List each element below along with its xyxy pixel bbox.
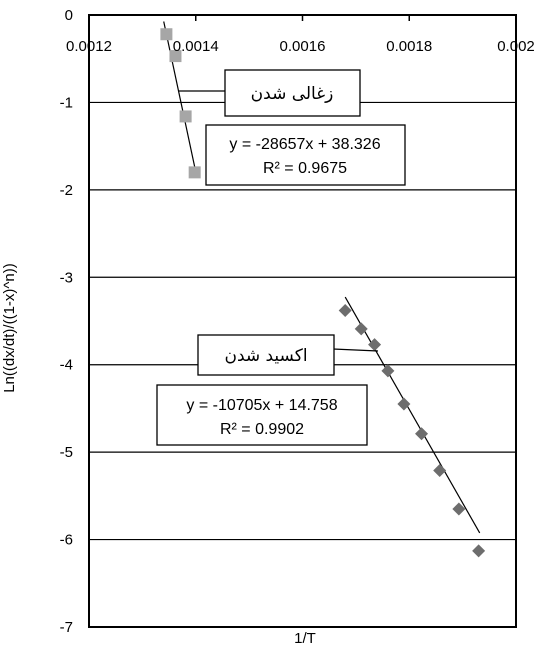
grid-lines xyxy=(89,101,516,541)
data-point-diamond xyxy=(415,427,429,441)
series-label-text: زغالی شدن xyxy=(251,84,334,104)
plot-frame xyxy=(88,14,517,628)
y-tick-label: -1 xyxy=(60,94,73,111)
y-tick-label: -3 xyxy=(60,269,73,286)
data-point-square xyxy=(188,166,201,179)
y-tick-label: -6 xyxy=(60,532,73,549)
trendline-equation: y = -28657x + 38.326 xyxy=(229,136,380,153)
x-axis-label: 1/T xyxy=(294,630,316,647)
y-tick-label: -2 xyxy=(60,182,73,199)
series-label-leader xyxy=(332,348,379,352)
data-points xyxy=(160,28,486,558)
trendline-equation-box-carbonization: y = -28657x + 38.326 R² = 0.9675 xyxy=(205,124,406,186)
x-tick-label: 0.0012 xyxy=(66,38,112,55)
y-tick-label: -4 xyxy=(60,357,73,374)
trendlines xyxy=(163,21,481,534)
series-label-text: اکسید شدن xyxy=(224,346,307,366)
data-point-diamond xyxy=(381,364,395,378)
series-label-oxidation: اکسید شدن xyxy=(197,334,379,376)
data-point-diamond xyxy=(433,464,447,478)
equation-box xyxy=(205,124,406,186)
data-point-diamond xyxy=(452,502,466,516)
series-label-box xyxy=(197,334,335,376)
series-label-box xyxy=(224,69,361,117)
data-point-diamond xyxy=(354,322,368,336)
y-tick-label: -7 xyxy=(60,619,73,636)
trendline-1 xyxy=(344,296,481,534)
x-tick-label: 0.0016 xyxy=(280,38,326,55)
data-point-square xyxy=(179,110,192,123)
trendline-r2: R² = 0.9902 xyxy=(220,421,304,438)
trendline-0 xyxy=(163,21,197,172)
y-tick-label: -5 xyxy=(60,444,73,461)
data-point-diamond xyxy=(397,397,411,411)
x-tick-label: 0.0018 xyxy=(386,38,432,55)
y-axis-label: Ln((dx/dt)/((1-x)^n)) xyxy=(1,263,18,393)
series-label-carbonization: زغالی شدن xyxy=(179,69,361,117)
x-tick-label: 0.0014 xyxy=(173,38,219,55)
tick-labels: 0 -1 -2 -3 -4 -5 -6 -7 0.0012 0.0014 0.0016 0.0018 0… xyxy=(60,7,535,636)
data-point-square xyxy=(169,50,182,63)
trendline-r2: R² = 0.9675 xyxy=(263,160,347,177)
y-tick-label: 0 xyxy=(65,7,73,24)
data-point-diamond xyxy=(472,544,486,558)
trendline-equation-box-oxidation: y = -10705x + 14.758 R² = 0.9902 xyxy=(156,384,368,446)
data-point-square xyxy=(160,28,173,41)
data-point-diamond xyxy=(338,304,352,318)
trendline-equation: y = -10705x + 14.758 xyxy=(186,397,337,414)
x-tick-label: 0.002 xyxy=(497,38,535,55)
data-point-diamond xyxy=(368,338,382,352)
equation-box xyxy=(156,384,368,446)
